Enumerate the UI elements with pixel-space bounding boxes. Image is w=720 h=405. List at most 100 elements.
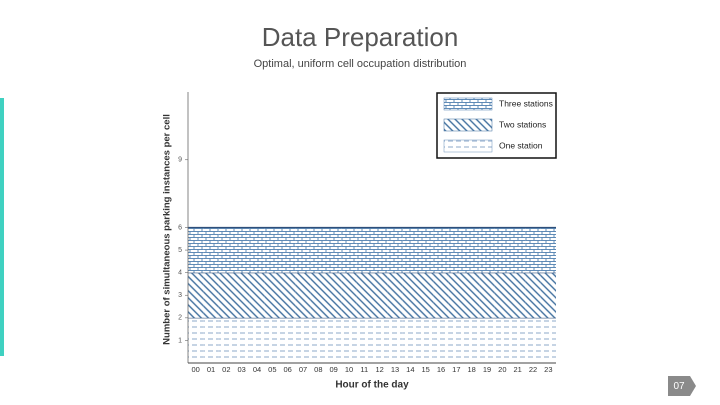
x-tick-label: 19 <box>483 365 491 374</box>
bar-segment <box>264 272 280 318</box>
bar-segment <box>218 272 234 318</box>
bar-segment <box>540 227 556 273</box>
legend-label: Three stations <box>499 98 553 108</box>
bar-segment <box>234 227 250 273</box>
slide-subtitle: Optimal, uniform cell occupation distrib… <box>254 58 467 70</box>
bar-segment <box>295 227 311 273</box>
bar-segment <box>540 272 556 318</box>
bar-segment <box>402 272 418 318</box>
bar-segment <box>510 227 526 273</box>
bar-segment <box>280 317 296 363</box>
x-tick-label: 22 <box>529 365 537 374</box>
legend-label: One station <box>499 140 543 150</box>
bar-segment <box>418 272 434 318</box>
x-tick-label: 23 <box>544 365 552 374</box>
x-tick-label: 05 <box>268 365 276 374</box>
bar-segment <box>218 317 234 363</box>
y-tick-label: 9 <box>178 157 182 164</box>
bar-segment <box>464 317 480 363</box>
bar-segment <box>280 272 296 318</box>
bar-segment <box>402 227 418 273</box>
page-number-box <box>668 376 696 396</box>
bar-segment <box>356 227 372 273</box>
bar-segment <box>188 272 204 318</box>
x-tick-label: 07 <box>299 365 307 374</box>
bar-segment <box>372 227 388 273</box>
y-tick-label: 4 <box>178 270 182 277</box>
bar-segment <box>188 317 204 363</box>
bar-segment <box>341 317 357 363</box>
bar-segment <box>264 317 280 363</box>
x-tick-label: 00 <box>191 365 199 374</box>
x-tick-label: 04 <box>253 365 261 374</box>
bar-segment <box>464 227 480 273</box>
bar-segment <box>249 227 265 273</box>
bar-segment <box>494 317 510 363</box>
bar-segment <box>433 227 449 273</box>
bar-segment <box>448 227 464 273</box>
bar-segment <box>494 272 510 318</box>
y-tick-label: 5 <box>178 247 182 254</box>
x-axis-label: Hour of the day <box>335 380 409 391</box>
bar-segment <box>479 227 495 273</box>
x-tick-label: 16 <box>437 365 445 374</box>
x-tick-label: 17 <box>452 365 460 374</box>
slide-title: Data Preparation <box>262 22 459 52</box>
bar-segment <box>234 317 250 363</box>
bar-segment <box>203 317 219 363</box>
bar-segment <box>356 317 372 363</box>
legend-label: Two stations <box>499 119 546 129</box>
bar-segment <box>295 272 311 318</box>
x-tick-label: 08 <box>314 365 322 374</box>
x-tick-label: 10 <box>345 365 353 374</box>
y-tick-label: 6 <box>178 224 182 231</box>
x-tick-label: 12 <box>375 365 383 374</box>
bar-segment <box>326 272 342 318</box>
bar-segment <box>356 272 372 318</box>
bar-segment <box>295 317 311 363</box>
bar-segment <box>479 317 495 363</box>
x-tick-label: 01 <box>207 365 215 374</box>
bar-segment <box>387 272 403 318</box>
bar-segment <box>341 272 357 318</box>
y-tick-label: 1 <box>178 337 182 344</box>
bar-segment <box>372 317 388 363</box>
bar-segment <box>310 227 326 273</box>
bar-segment <box>510 317 526 363</box>
bar-segment <box>494 227 510 273</box>
bar-segment <box>264 227 280 273</box>
bar-segment <box>479 272 495 318</box>
bar-segment <box>203 272 219 318</box>
bar-segment <box>372 272 388 318</box>
bar-segment <box>433 272 449 318</box>
bar-segment <box>464 272 480 318</box>
x-tick-label: 11 <box>360 365 368 374</box>
x-tick-label: 13 <box>391 365 399 374</box>
x-tick-label: 18 <box>467 365 475 374</box>
x-tick-label: 06 <box>283 365 291 374</box>
bar-segment <box>310 272 326 318</box>
bar-segment <box>525 272 541 318</box>
bar-segment <box>448 272 464 318</box>
bar-segment <box>326 227 342 273</box>
bar-segment <box>203 227 219 273</box>
bar-segment <box>218 227 234 273</box>
bar-segment <box>326 317 342 363</box>
y-tick-label: 2 <box>178 315 182 322</box>
bar-segment <box>387 227 403 273</box>
x-tick-label: 03 <box>237 365 245 374</box>
x-tick-label: 14 <box>406 365 414 374</box>
bar-segment <box>448 317 464 363</box>
bar-segment <box>188 227 204 273</box>
bar-segment <box>341 227 357 273</box>
bar-segment <box>418 227 434 273</box>
bar-segment <box>387 317 403 363</box>
bar-segment <box>234 272 250 318</box>
x-tick-label: 20 <box>498 365 506 374</box>
bar-segment <box>525 227 541 273</box>
legend-swatch <box>443 118 493 132</box>
legend-swatch <box>443 97 493 111</box>
legend-swatch <box>443 139 493 153</box>
